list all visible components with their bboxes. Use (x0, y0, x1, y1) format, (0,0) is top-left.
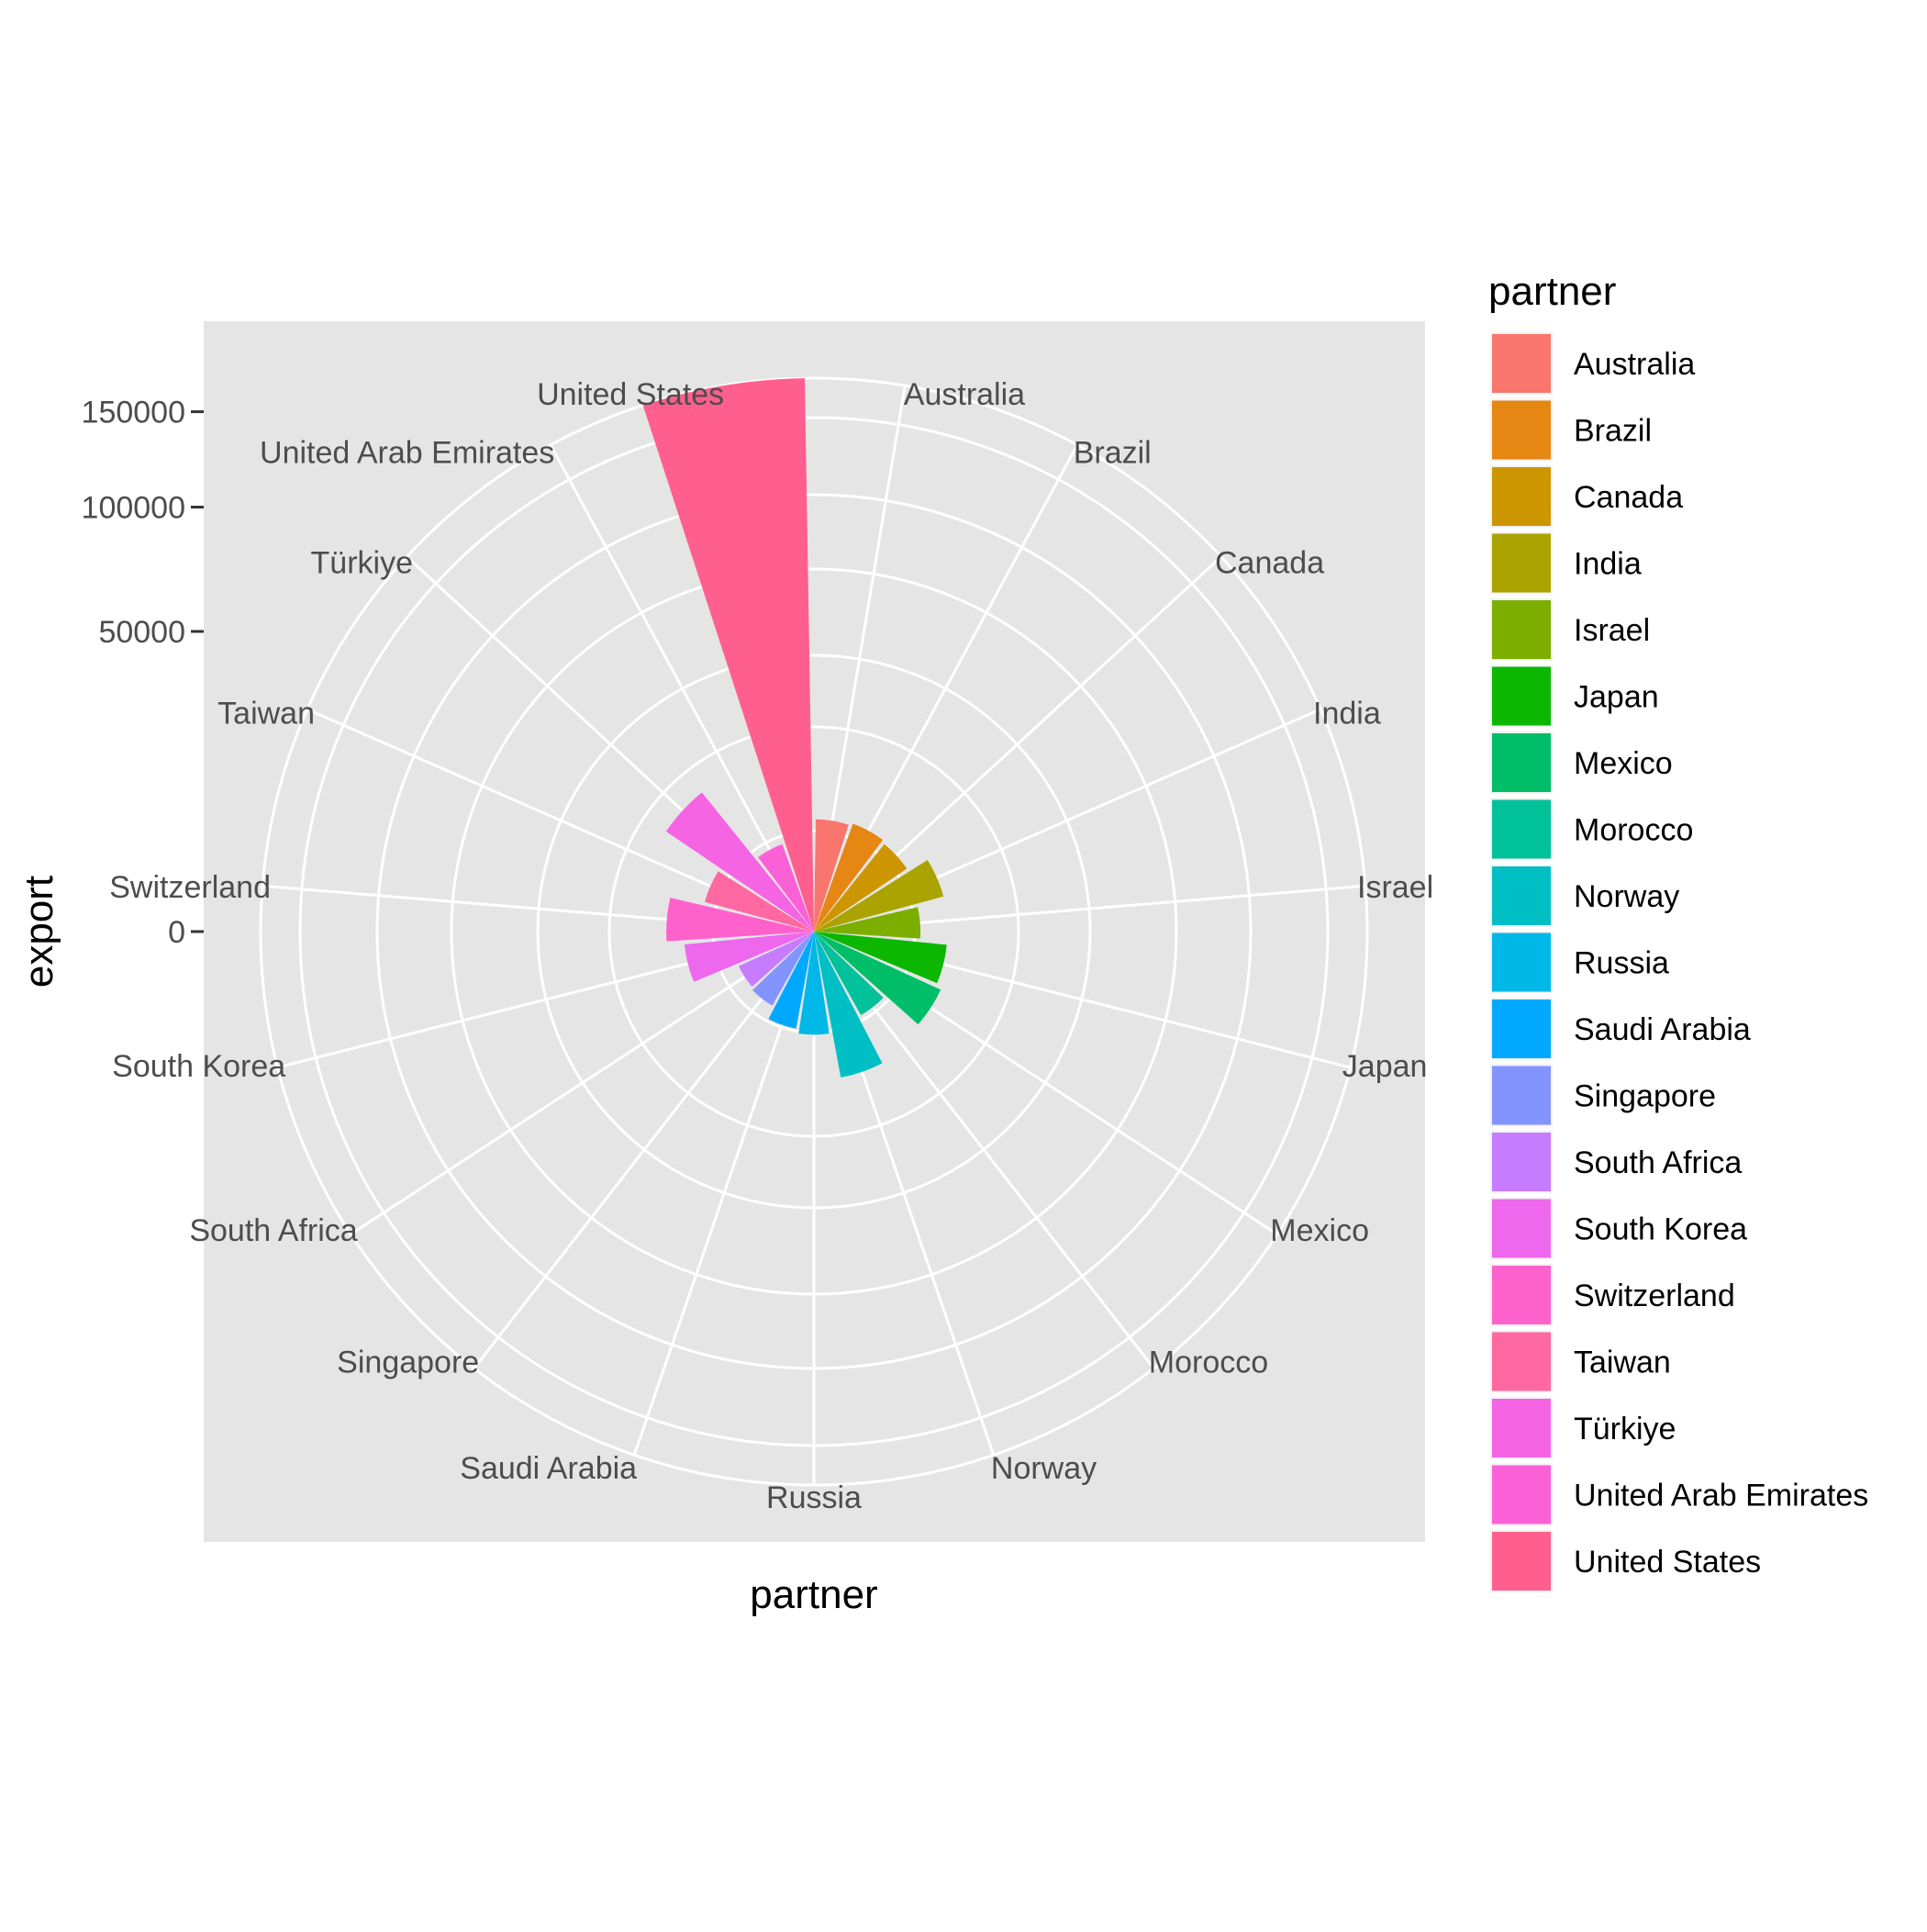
legend-label-south-korea: South Korea (1574, 1212, 1747, 1247)
legend-label-canada: Canada (1574, 480, 1683, 515)
legend-label-south-africa: South Africa (1574, 1145, 1742, 1180)
category-labels: Australia Brazil Canada India Israel Japan Mex… (109, 377, 1433, 1515)
legend-label-russia: Russia (1574, 946, 1669, 981)
legend-swatch-switzerland (1492, 1266, 1551, 1324)
y-tick-label: 150000 (82, 396, 185, 430)
legend-swatch-south-korea (1492, 1199, 1551, 1258)
legend-swatch-united-arab-emirates (1492, 1465, 1551, 1524)
category-label-saudi-arabia: Saudi Arabia (460, 1451, 637, 1486)
legend-label-israel: Israel (1574, 613, 1650, 648)
legend-label-t-rkiye: Türkiye (1574, 1412, 1676, 1446)
bars-layer (642, 378, 947, 1078)
bar-switzerland (666, 898, 814, 942)
category-label-united-states: United States (537, 377, 724, 412)
bar-japan (814, 932, 947, 984)
category-label-mexico: Mexico (1270, 1213, 1369, 1248)
category-label-taiwan: Taiwan (217, 696, 315, 731)
legend-swatch-morocco (1492, 799, 1551, 859)
bar-canada (814, 843, 908, 932)
category-label-morocco: Morocco (1149, 1346, 1268, 1380)
legend-swatch-south-africa (1492, 1133, 1551, 1191)
bar-mexico (814, 932, 941, 1025)
bar-norway (814, 932, 883, 1078)
legend: partner Australia Brazil Canada India Israel… (1488, 269, 1868, 1592)
category-label-united-arab-emirates: United Arab Emirates (260, 436, 554, 471)
legend-label-saudi-arabia: Saudi Arabia (1574, 1012, 1751, 1047)
legend-swatch-india (1492, 533, 1551, 593)
grid-spoke (473, 931, 816, 1369)
category-label-brazil: Brazil (1074, 436, 1152, 471)
category-label-south-korea: South Korea (112, 1049, 285, 1084)
bar-t-rkiye (665, 792, 814, 932)
legend-label-mexico: Mexico (1574, 746, 1673, 781)
legend-label-morocco: Morocco (1574, 813, 1693, 848)
legend-label-norway: Norway (1574, 879, 1679, 914)
legend-swatch-t-rkiye (1492, 1399, 1551, 1457)
category-label-norway: Norway (991, 1451, 1097, 1486)
grid-spoke (350, 930, 815, 1236)
y-tick-label: 50000 (98, 615, 185, 650)
legend-label-india: India (1574, 547, 1642, 582)
legend-swatch-saudi-arabia (1492, 1000, 1551, 1058)
category-label-israel: Israel (1357, 870, 1433, 905)
bar-russia (798, 932, 830, 1035)
legend-swatch-australia (1492, 334, 1551, 393)
legend-swatch-norway (1492, 866, 1551, 925)
legend-swatch-united-states (1492, 1532, 1551, 1591)
legend-label-japan: Japan (1574, 680, 1659, 715)
bar-singapore (752, 932, 814, 1006)
bar-united-arab-emirates (758, 843, 814, 932)
legend-label-australia: Australia (1574, 347, 1695, 382)
category-label-japan: Japan (1342, 1049, 1428, 1084)
legend-label-switzerland: Switzerland (1574, 1279, 1735, 1313)
y-axis: 0 50000 100000 150000 (82, 396, 204, 950)
y-axis-title: export (17, 876, 61, 988)
category-label-t-rkiye: Türkiye (311, 546, 413, 581)
category-label-canada: Canada (1215, 546, 1324, 581)
legend-label-united-arab-emirates: United Arab Emirates (1574, 1479, 1868, 1513)
legend-swatch-russia (1492, 932, 1551, 992)
bar-south-korea (684, 932, 814, 982)
legend-swatch-mexico (1492, 733, 1551, 792)
legend-label-taiwan: Taiwan (1574, 1346, 1671, 1380)
legend-swatch-israel (1492, 600, 1551, 659)
legend-label-singapore: Singapore (1574, 1079, 1716, 1114)
y-tick-label: 100000 (82, 491, 185, 526)
bar-israel (814, 907, 921, 939)
legend-label-united-states: United States (1574, 1545, 1761, 1580)
legend-swatch-brazil (1492, 400, 1551, 460)
y-tick-label: 0 (168, 915, 185, 950)
category-label-russia: Russia (766, 1480, 862, 1515)
bar-south-africa (739, 932, 814, 987)
bar-brazil (814, 823, 884, 932)
category-label-australia: Australia (904, 377, 1025, 412)
category-label-india: India (1313, 696, 1381, 731)
legend-swatch-japan (1492, 666, 1551, 726)
bar-australia (814, 819, 849, 932)
legend-title: partner (1488, 269, 1616, 314)
bar-united-states (642, 378, 814, 932)
category-label-singapore: Singapore (337, 1346, 479, 1380)
category-label-south-africa: South Africa (189, 1213, 357, 1248)
x-axis-title: partner (750, 1572, 877, 1617)
legend-swatch-taiwan (1492, 1332, 1551, 1391)
bar-morocco (814, 932, 884, 1016)
bar-saudi-arabia (768, 932, 814, 1029)
legend-label-brazil: Brazil (1574, 414, 1652, 449)
bar-india (814, 860, 944, 932)
category-label-switzerland: Switzerland (109, 870, 271, 905)
legend-swatch-canada (1492, 467, 1551, 526)
bar-taiwan (705, 871, 814, 932)
legend-swatch-singapore (1492, 1066, 1551, 1125)
